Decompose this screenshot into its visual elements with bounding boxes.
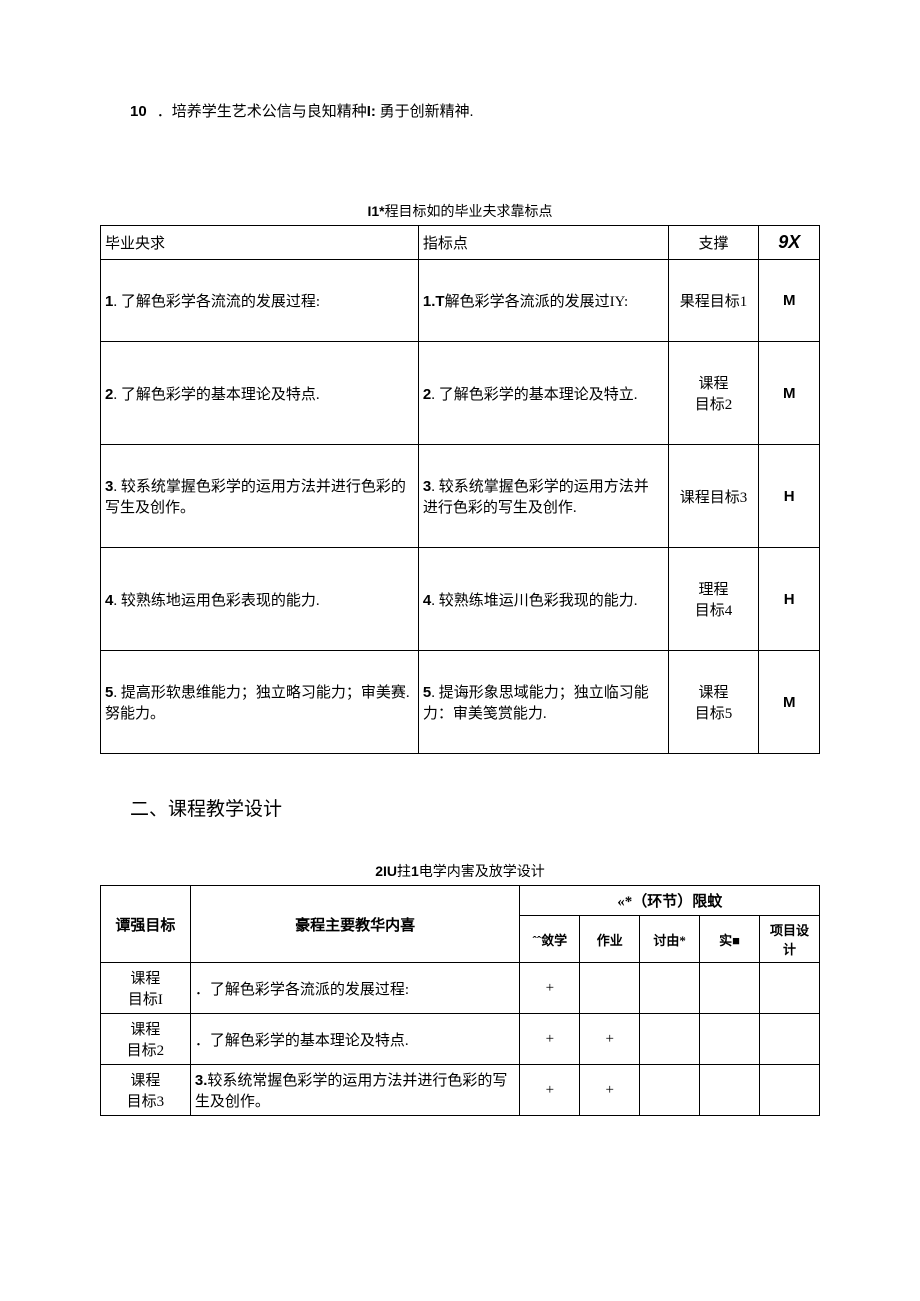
table-row: 4. 较熟练地运用色彩表现的能力. 4. 较熟练堆运川色彩我现的能力. 理程 目… [101,548,820,651]
table-row: 课程 目标2 ．了解色彩学的基本理论及特点. + + [101,1014,820,1065]
t2-content: 了解色彩学的基本理论及特点. [210,1033,409,1049]
table2-hdr-s2: 作业 [580,916,640,963]
row-text: . 较熟练堆运川色彩我现的能力. [431,593,637,609]
table-row: 1. 了解色彩学各流流的发展过程: 1.T解色彩学各流派的发展过IY: 果程目标… [101,260,820,342]
row-text: . 较系统掌握色彩学的运用方法并进行色彩的写生及创作. [423,479,649,516]
row-text: . 提诲形象思域能力；独立临习能力：审美笺赏能力. [423,685,649,722]
row-support: 果程目标1 [668,260,759,342]
t2-mark: + [520,1065,580,1116]
t2-mark: + [580,1065,640,1116]
row-support: 课程 目标2 [668,342,759,445]
t2-mark [760,1014,820,1065]
intro-paragraph: 10 ．培养学生艺术公信与良知精种I: 勇于创新精神. [130,100,820,121]
t2-mark [700,1014,760,1065]
table1: 毕业央求 指标点 支撑 9X 1. 了解色彩学各流流的发展过程: 1.T解色彩学… [100,225,820,754]
t2-mark [700,1065,760,1116]
row-level: M [759,342,820,445]
row-level: H [759,548,820,651]
table-row: 2. 了解色彩学的基本理论及特点. 2. 了解色彩学的基本理论及特立. 课程 目… [101,342,820,445]
table2-hdr-s4: 实■ [700,916,760,963]
row-support: 理程 目标4 [668,548,759,651]
row-num: 2 [423,386,431,403]
table-row: 课程 目标3 3.较系统常握色彩学的运用方法并进行色彩的写生及创作。 + + [101,1065,820,1116]
row-text: . 提高形软患维能力；独立略习能力；审美赛. 努能力。 [105,685,410,722]
table2-header-row1: 谭强目标 豪程主要教华内喜 «*（环节）限蚊 [101,886,820,916]
row-level: H [759,445,820,548]
section-heading: 二、课程教学设计 [130,794,820,821]
table1-header-row: 毕业央求 指标点 支撑 9X [101,226,820,260]
table2-caption-prefix: 2IU [375,863,397,879]
row-support: 课程 目标5 [668,651,759,754]
table2: 谭强目标 豪程主要教华内喜 «*（环节）限蚊 ˆˆ敛学 作业 讨由* 实■ 项目… [100,885,820,1116]
row-text: . 了解色彩学的基本理论及特点. [113,387,319,403]
t2-mark [580,963,640,1014]
intro-text-before: ．培养学生艺术公信与良知精种 [157,104,367,120]
table1-hdr-c1: 毕业央求 [101,226,419,260]
table2-caption: 2IU拄1电学内害及放学设计 [100,861,820,881]
t2-mark: + [520,963,580,1014]
t2-mark: + [520,1014,580,1065]
row-num: 3 [423,478,431,495]
row-level: M [759,260,820,342]
table1-hdr-c4: 9X [759,226,820,260]
table-row: 3. 较系统掌握色彩学的运用方法并进行色彩的写生及创作。 3. 较系统掌握色彩学… [101,445,820,548]
row-text: . 了解色彩学各流流的发展过程: [113,294,320,310]
table1-caption: I1*程目标如的毕业夫求靠标点 [100,201,820,221]
table2-hdr-group: «*（环节）限蚊 [520,886,820,916]
table2-hdr-goal: 谭强目标 [101,886,191,963]
table-row: 5. 提高形软患维能力；独立略习能力；审美赛. 努能力。 5. 提诲形象思域能力… [101,651,820,754]
table2-hdr-content: 豪程主要教华内喜 [190,886,520,963]
t2-content-pre: ． [195,982,210,998]
row-text: . 较熟练地运用色彩表现的能力. [113,593,319,609]
table2-hdr-s5: 项目设计 [760,916,820,963]
t2-goal: 课程 目标I [101,963,191,1014]
t2-goal: 课程 目标3 [101,1065,191,1116]
document-page: 10 ．培养学生艺术公信与良知精种I: 勇于创新精神. I1*程目标如的毕业夫求靠… [0,0,920,1176]
intro-text-after: 勇于创新精神. [376,104,474,120]
row-text: 解色彩学各流派的发展过IY: [445,294,629,310]
row-num: 5 [423,684,431,701]
row-text: . 较系统掌握色彩学的运用方法并进行色彩的写生及创作。 [105,479,406,516]
t2-mark: + [580,1014,640,1065]
t2-mark [640,963,700,1014]
table2-caption-mid: 拄 [397,865,411,880]
table1-hdr-c3: 支撑 [668,226,759,260]
row-text: . 了解色彩学的基本理论及特立. [431,387,637,403]
table2-hdr-s1: ˆˆ敛学 [520,916,580,963]
row-num: 4 [423,592,431,609]
t2-content: 较系统常握色彩学的运用方法并进行色彩的写生及创作。 [195,1073,508,1110]
t2-goal: 课程 目标2 [101,1014,191,1065]
t2-mark [700,963,760,1014]
row-num: 1.T [423,293,445,310]
table1-caption-text: 程目标如的毕业夫求靠标点 [385,205,553,220]
table1-hdr-c2: 指标点 [418,226,668,260]
row-level: M [759,651,820,754]
table2-caption-text: 电学内害及放学设计 [419,865,545,880]
table1-caption-prefix: I1* [367,203,384,219]
t2-mark [640,1014,700,1065]
t2-content-pre: ． [195,1033,210,1049]
intro-number: 10 [130,103,147,120]
intro-bold: I: [367,103,376,120]
t2-mark [640,1065,700,1116]
table-row: 课程 目标I ．了解色彩学各流派的发展过程: + [101,963,820,1014]
t2-mark [760,963,820,1014]
t2-mark [760,1065,820,1116]
t2-content: 了解色彩学各流派的发展过程: [210,982,409,998]
row-support: 课程目标3 [668,445,759,548]
table2-caption-prefix2: 1 [411,863,419,879]
t2-content-pre: 3. [195,1072,208,1089]
table2-hdr-s3: 讨由* [640,916,700,963]
